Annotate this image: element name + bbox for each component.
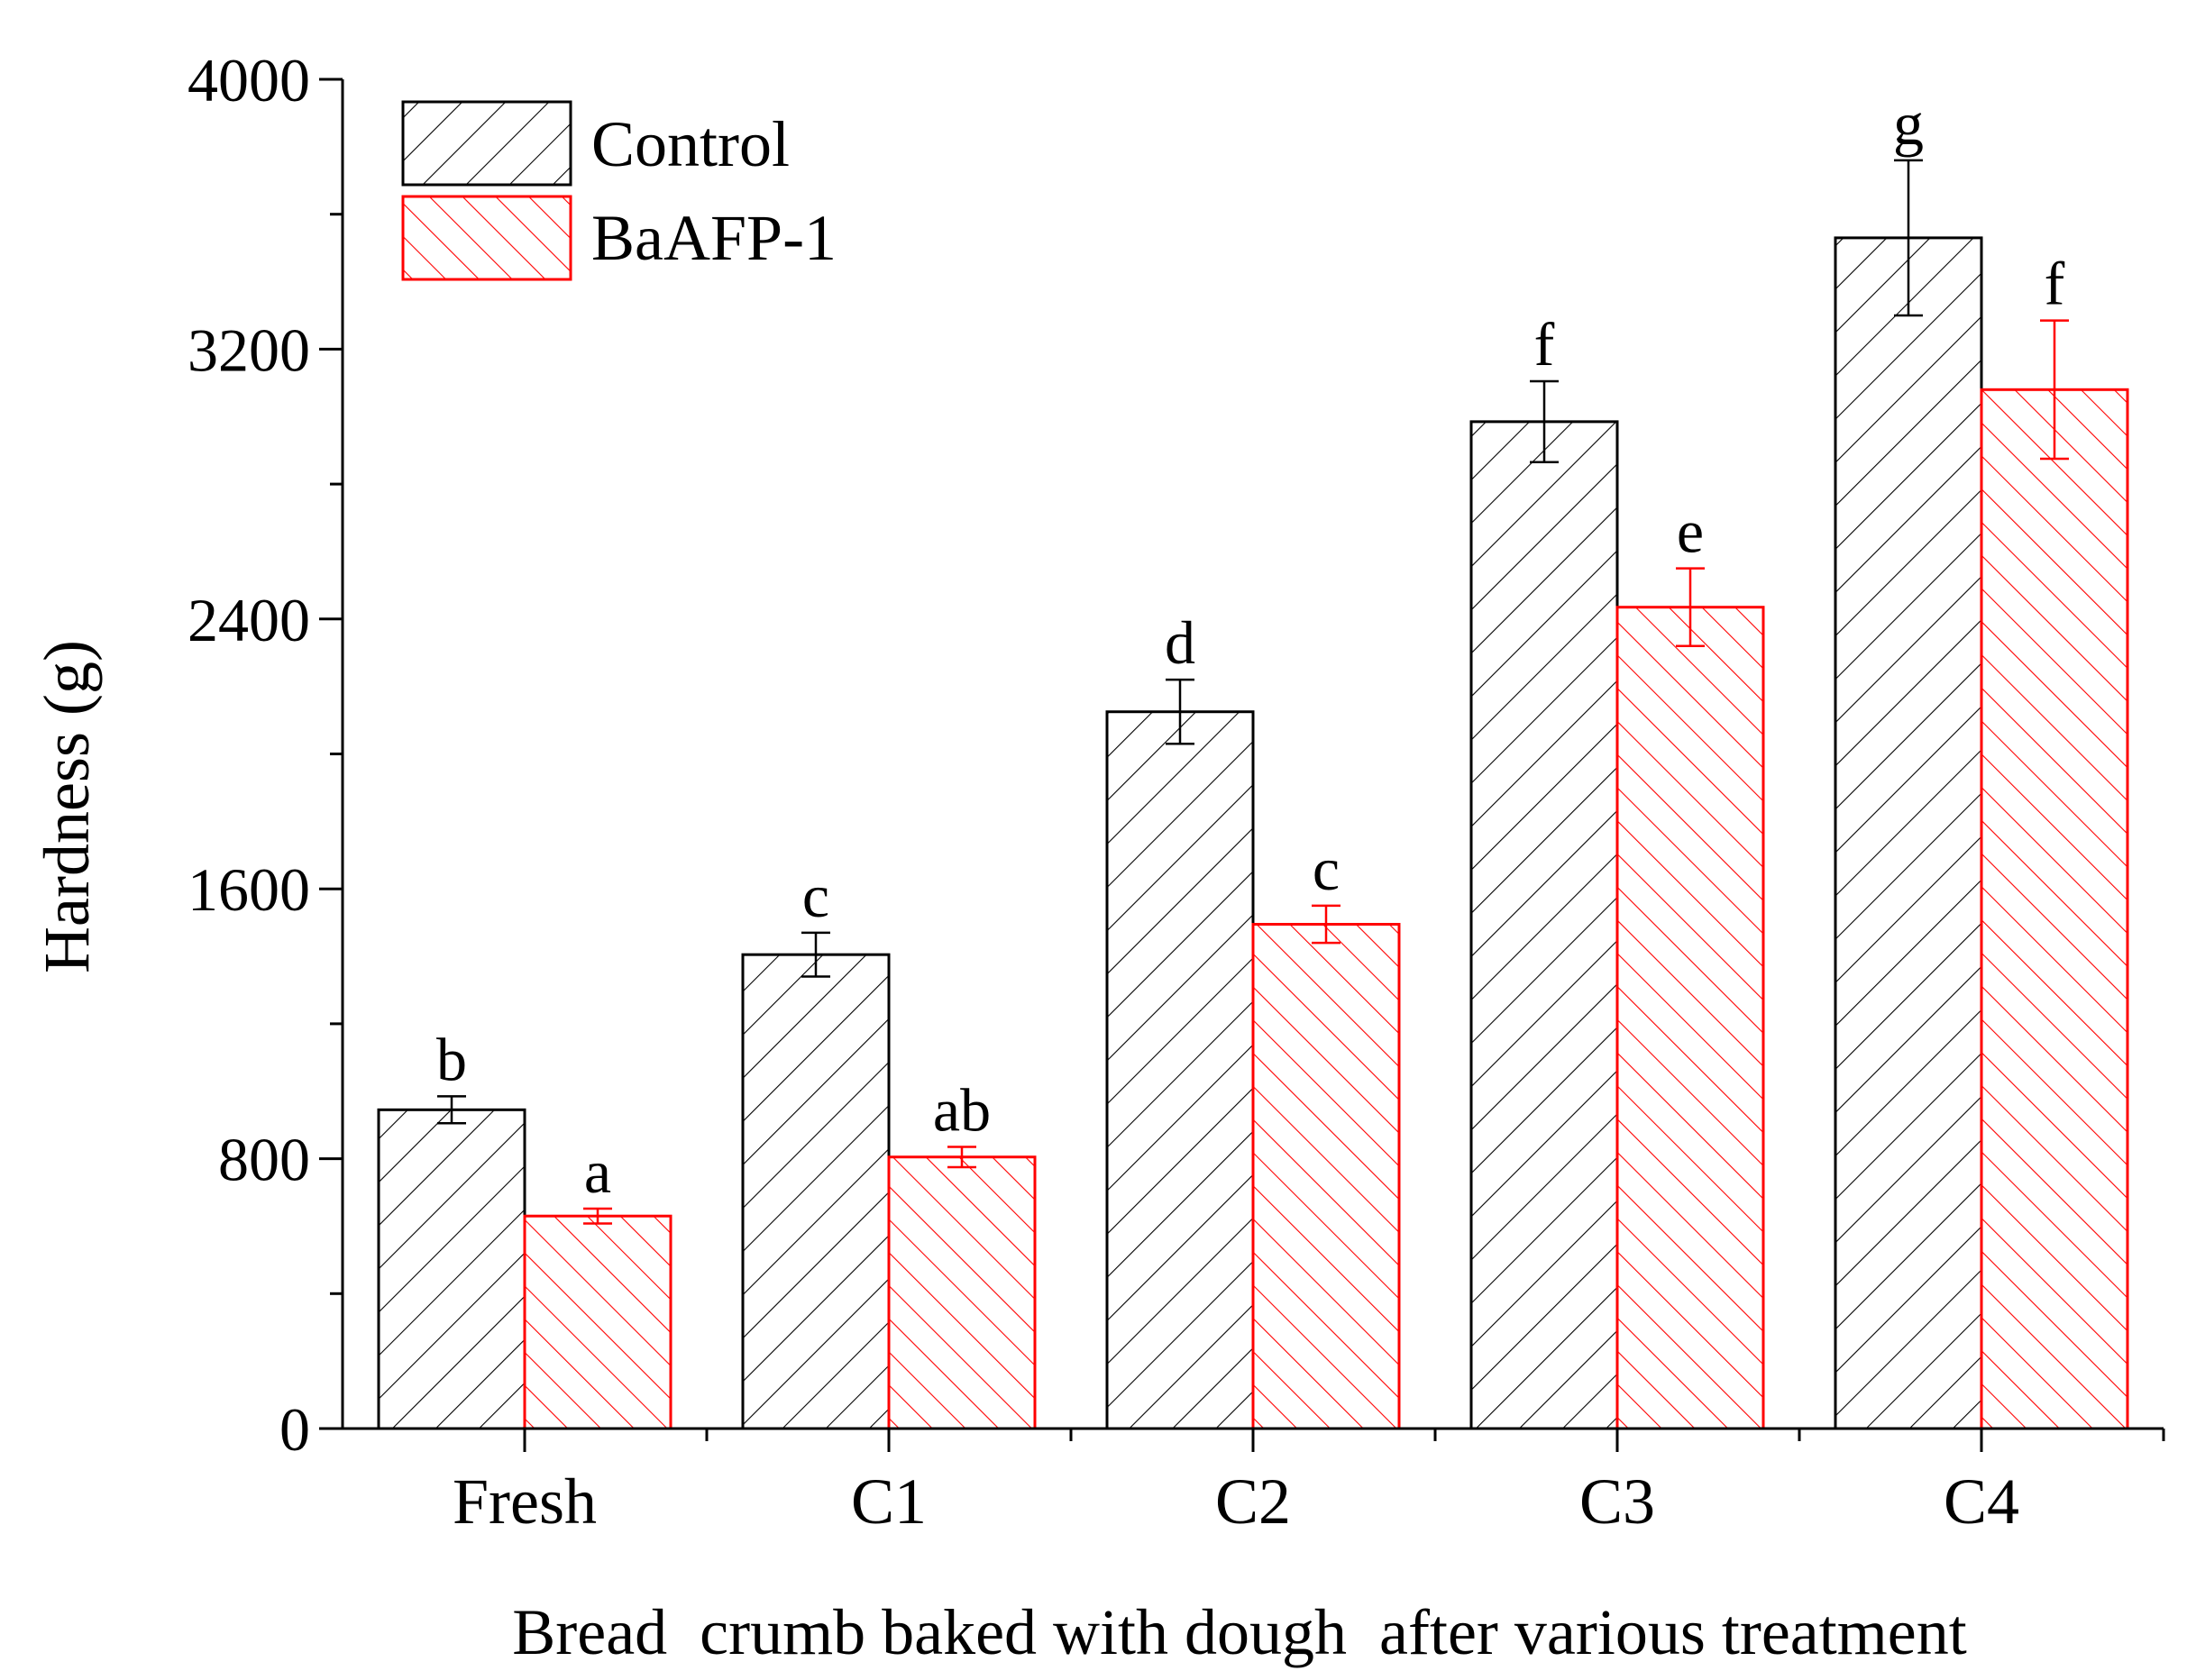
significance-label: d xyxy=(1165,608,1195,677)
significance-label: g xyxy=(1893,89,1924,158)
error-bar-control-c2 xyxy=(1166,678,1194,745)
y-axis-title: Hardness (g) xyxy=(31,640,103,973)
error-bar-baafp1-c3 xyxy=(1676,567,1705,647)
error-bar-control-fresh xyxy=(437,1095,466,1125)
error-bar-baafp1-c1 xyxy=(947,1146,976,1169)
bars-layer: b a c ab d c f e g f xyxy=(377,89,2129,1430)
error-bar-baafp1-fresh xyxy=(583,1207,612,1225)
bar-control-c3 xyxy=(1469,420,1619,1430)
bar-baafp1-c1 xyxy=(887,1155,1037,1430)
y-tick-label: 0 xyxy=(279,1395,310,1464)
x-tick-label: C2 xyxy=(1215,1465,1291,1538)
legend: Control BaAFP-1 xyxy=(401,100,837,281)
bar-control-c4 xyxy=(1834,236,1983,1430)
error-bar-baafp1-c2 xyxy=(1312,904,1340,945)
significance-label: c xyxy=(1313,835,1340,903)
axes-layer: 0 800 1600 2400 3200 4000 Fresh C1 C2 C3 C4 xyxy=(188,46,2165,1538)
bar-control-fresh xyxy=(377,1108,526,1430)
bar-baafp1-fresh xyxy=(523,1214,673,1430)
significance-label: ab xyxy=(933,1076,991,1145)
error-bar-control-c1 xyxy=(801,931,830,978)
error-bar-baafp1-c4 xyxy=(2040,319,2069,461)
x-tick-label: C1 xyxy=(851,1465,927,1538)
bar-baafp1-c4 xyxy=(1980,388,2129,1430)
x-tick-label: Fresh xyxy=(453,1465,597,1538)
x-axis-title: Bread crumb baked with dough after vario… xyxy=(512,1596,1966,1668)
legend-swatch-control xyxy=(401,100,572,187)
significance-label: a xyxy=(584,1137,611,1206)
x-tick-label: C4 xyxy=(1944,1465,2019,1538)
y-tick-label: 1600 xyxy=(188,855,310,924)
error-bar-control-c4 xyxy=(1894,159,1923,317)
x-tick-label: C3 xyxy=(1579,1465,1655,1538)
legend-swatch-baafp1 xyxy=(401,195,572,281)
bar-baafp1-c2 xyxy=(1251,922,1401,1430)
bar-baafp1-c3 xyxy=(1615,606,1765,1430)
significance-label: c xyxy=(802,862,829,930)
legend-label-control: Control xyxy=(591,108,790,180)
significance-label: f xyxy=(1534,310,1555,379)
legend-label-baafp1: BaAFP-1 xyxy=(591,202,837,274)
significance-label: b xyxy=(436,1025,467,1093)
y-tick-label: 3200 xyxy=(188,315,310,384)
significance-label: f xyxy=(2045,250,2065,318)
y-tick-label: 4000 xyxy=(188,46,310,114)
bar-control-c2 xyxy=(1105,710,1255,1430)
bar-control-c1 xyxy=(741,953,891,1430)
y-tick-label: 800 xyxy=(218,1126,310,1194)
significance-label: e xyxy=(1677,498,1704,566)
y-tick-label: 2400 xyxy=(188,586,310,654)
error-bar-control-c3 xyxy=(1530,379,1559,464)
